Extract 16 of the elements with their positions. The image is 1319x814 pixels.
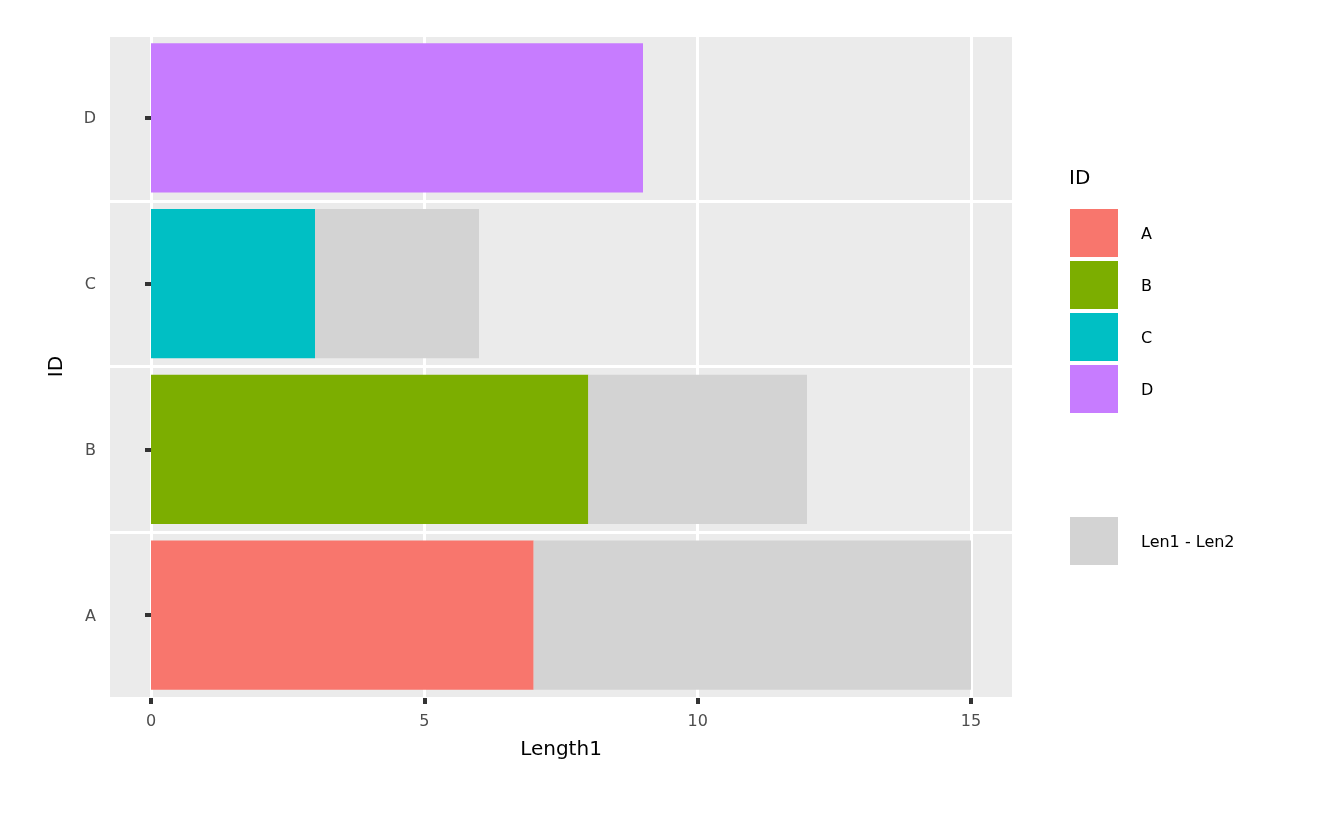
x-tick-label: 0 [145,710,157,730]
x-tick-label: 5 [419,710,430,730]
x-tick-label: 15 [960,710,982,730]
y-tick-label: B [85,439,96,459]
legend-title: ID [1069,165,1092,189]
category-label: D [1141,379,1154,399]
y-axis-title: ID [43,355,67,378]
y-tick-label: D [83,108,96,128]
x-axis-title: Length1 [520,736,602,760]
y-tick-label: A [85,605,97,625]
y-tick-label: C [84,274,96,294]
category-label: C [1141,327,1153,347]
x-tick-label: 10 [687,710,708,730]
category-label: A [1141,223,1152,243]
category-label: B [1141,275,1152,295]
text: Len1 - Len2 [1141,531,1235,551]
